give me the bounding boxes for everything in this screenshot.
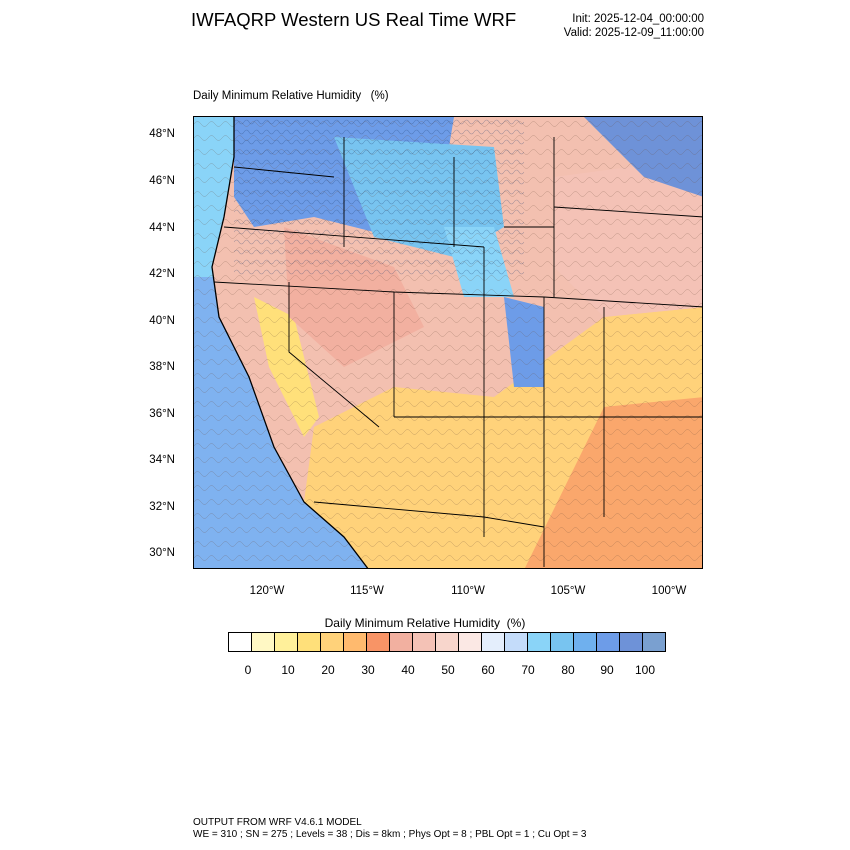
lat-label-32n: 32°N bbox=[149, 501, 175, 513]
lat-label-30n: 30°N bbox=[149, 547, 175, 559]
model-info-line1: OUTPUT FROM WRF V4.6.1 MODEL bbox=[193, 817, 362, 828]
legend-swatch bbox=[367, 633, 390, 651]
lat-label-42n: 42°N bbox=[149, 268, 175, 280]
humidity-map bbox=[193, 116, 703, 569]
legend-tick: 50 bbox=[441, 663, 455, 677]
legend-tick: 0 bbox=[244, 663, 252, 677]
lat-label-36n: 36°N bbox=[149, 408, 175, 420]
map-title: IWFAQRP Western US Real Time WRF bbox=[191, 9, 517, 30]
legend-swatch bbox=[321, 633, 344, 651]
legend-tick: 90 bbox=[600, 663, 614, 677]
lat-label-40n: 40°N bbox=[149, 315, 175, 327]
legend-tick: 30 bbox=[361, 663, 375, 677]
color-legend-bar bbox=[228, 632, 666, 652]
legend-tick: 20 bbox=[321, 663, 335, 677]
valid-time: Valid: 2025-12-09_11:00:00 bbox=[563, 27, 704, 39]
coastline bbox=[211, 117, 369, 568]
init-time: Init: 2025-12-04_00:00:00 bbox=[572, 13, 704, 25]
legend-tick: 70 bbox=[521, 663, 535, 677]
lat-label-48n: 48°N bbox=[149, 128, 175, 140]
lon-label-120w: 120°W bbox=[249, 585, 285, 597]
legend-swatch bbox=[574, 633, 597, 651]
legend-swatch bbox=[597, 633, 620, 651]
legend-swatch bbox=[436, 633, 459, 651]
legend-swatch bbox=[505, 633, 528, 651]
legend-swatch bbox=[298, 633, 321, 651]
lon-label-100w: 100°W bbox=[651, 585, 687, 597]
legend-tick: 80 bbox=[561, 663, 575, 677]
legend-swatch bbox=[482, 633, 505, 651]
model-info-line2: WE = 310 ; SN = 275 ; Levels = 38 ; Dis … bbox=[193, 829, 587, 840]
legend-swatch bbox=[413, 633, 436, 651]
legend-swatch bbox=[252, 633, 275, 651]
lat-label-34n: 34°N bbox=[149, 454, 175, 466]
legend-swatch bbox=[528, 633, 551, 651]
legend-tick: 40 bbox=[401, 663, 415, 677]
legend-swatch bbox=[275, 633, 298, 651]
legend-swatch bbox=[459, 633, 482, 651]
legend-swatch bbox=[390, 633, 413, 651]
lon-label-110w: 110°W bbox=[451, 585, 485, 597]
lat-label-38n: 38°N bbox=[149, 361, 175, 373]
legend-tick: 100 bbox=[634, 663, 656, 677]
state-boundaries bbox=[213, 137, 702, 567]
legend-swatch bbox=[643, 633, 665, 651]
legend-swatch bbox=[229, 633, 252, 651]
lon-label-115w: 115°W bbox=[350, 585, 384, 597]
humidity-map-graphic bbox=[194, 117, 702, 568]
lat-label-46n: 46°N bbox=[149, 175, 175, 187]
legend-swatch bbox=[344, 633, 367, 651]
lon-label-105w: 105°W bbox=[550, 585, 586, 597]
legend-title: Daily Minimum Relative Humidity (%) bbox=[324, 616, 526, 630]
plot-variable-label: Daily Minimum Relative Humidity (%) bbox=[193, 90, 389, 102]
legend-tick: 60 bbox=[481, 663, 495, 677]
legend-swatch bbox=[551, 633, 574, 651]
lat-label-44n: 44°N bbox=[149, 222, 175, 234]
legend-tick: 10 bbox=[281, 663, 295, 677]
legend-swatch bbox=[620, 633, 643, 651]
